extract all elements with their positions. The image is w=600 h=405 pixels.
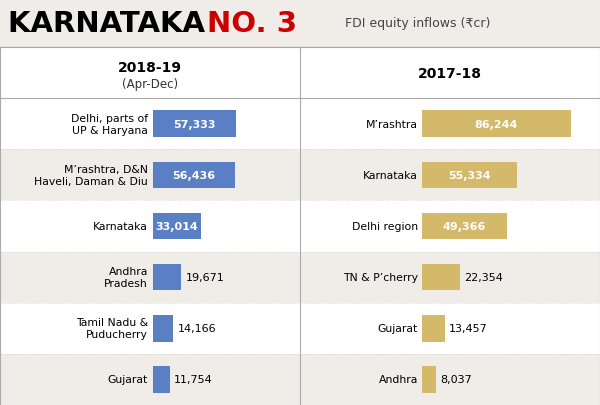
FancyBboxPatch shape: [0, 201, 600, 252]
Text: (Apr-Dec): (Apr-Dec): [122, 78, 178, 91]
Text: 2017-18: 2017-18: [418, 66, 482, 80]
Text: 56,436: 56,436: [172, 171, 215, 180]
FancyBboxPatch shape: [0, 99, 600, 150]
FancyBboxPatch shape: [0, 303, 600, 354]
Text: Delhi region: Delhi region: [352, 222, 418, 231]
FancyBboxPatch shape: [422, 162, 517, 189]
FancyBboxPatch shape: [0, 150, 600, 201]
Text: Andhra
Pradesh: Andhra Pradesh: [104, 266, 148, 289]
Text: NO. 3: NO. 3: [207, 10, 297, 38]
FancyBboxPatch shape: [153, 111, 236, 138]
Text: 14,166: 14,166: [178, 324, 216, 333]
Text: 22,354: 22,354: [464, 273, 503, 282]
Text: Tamil Nadu &
Puducherry: Tamil Nadu & Puducherry: [76, 317, 148, 340]
Text: 11,754: 11,754: [174, 375, 213, 384]
FancyBboxPatch shape: [153, 213, 200, 240]
Text: 55,334: 55,334: [448, 171, 491, 180]
Text: Gujarat: Gujarat: [108, 375, 148, 384]
Text: M’rashtra: M’rashtra: [366, 119, 418, 129]
Text: Andhra: Andhra: [379, 375, 418, 384]
FancyBboxPatch shape: [153, 366, 170, 393]
Text: 49,366: 49,366: [443, 222, 486, 231]
Text: 19,671: 19,671: [185, 273, 224, 282]
FancyBboxPatch shape: [153, 162, 235, 189]
Text: 57,333: 57,333: [173, 119, 215, 129]
Text: Gujarat: Gujarat: [378, 324, 418, 333]
FancyBboxPatch shape: [0, 252, 600, 303]
FancyBboxPatch shape: [0, 354, 600, 405]
FancyBboxPatch shape: [153, 264, 181, 291]
FancyBboxPatch shape: [0, 48, 600, 99]
FancyBboxPatch shape: [422, 111, 571, 138]
Text: Delhi, parts of
UP & Haryana: Delhi, parts of UP & Haryana: [71, 113, 148, 136]
Text: 86,244: 86,244: [475, 119, 518, 129]
Text: 2018-19: 2018-19: [118, 61, 182, 75]
Text: FDI equity inflows (₹cr): FDI equity inflows (₹cr): [345, 17, 490, 30]
Text: Karnataka: Karnataka: [363, 171, 418, 180]
Text: 8,037: 8,037: [440, 375, 472, 384]
FancyBboxPatch shape: [422, 213, 507, 240]
FancyBboxPatch shape: [422, 366, 436, 393]
Text: Karnataka: Karnataka: [93, 222, 148, 231]
FancyBboxPatch shape: [153, 315, 173, 342]
Text: 13,457: 13,457: [449, 324, 488, 333]
Text: TN & P’cherry: TN & P’cherry: [343, 273, 418, 282]
Text: KARNATAKA: KARNATAKA: [8, 10, 215, 38]
FancyBboxPatch shape: [422, 264, 460, 291]
Text: 33,014: 33,014: [155, 222, 198, 231]
Text: M’rashtra, D&N
Haveli, Daman & Diu: M’rashtra, D&N Haveli, Daman & Diu: [34, 164, 148, 187]
FancyBboxPatch shape: [422, 315, 445, 342]
